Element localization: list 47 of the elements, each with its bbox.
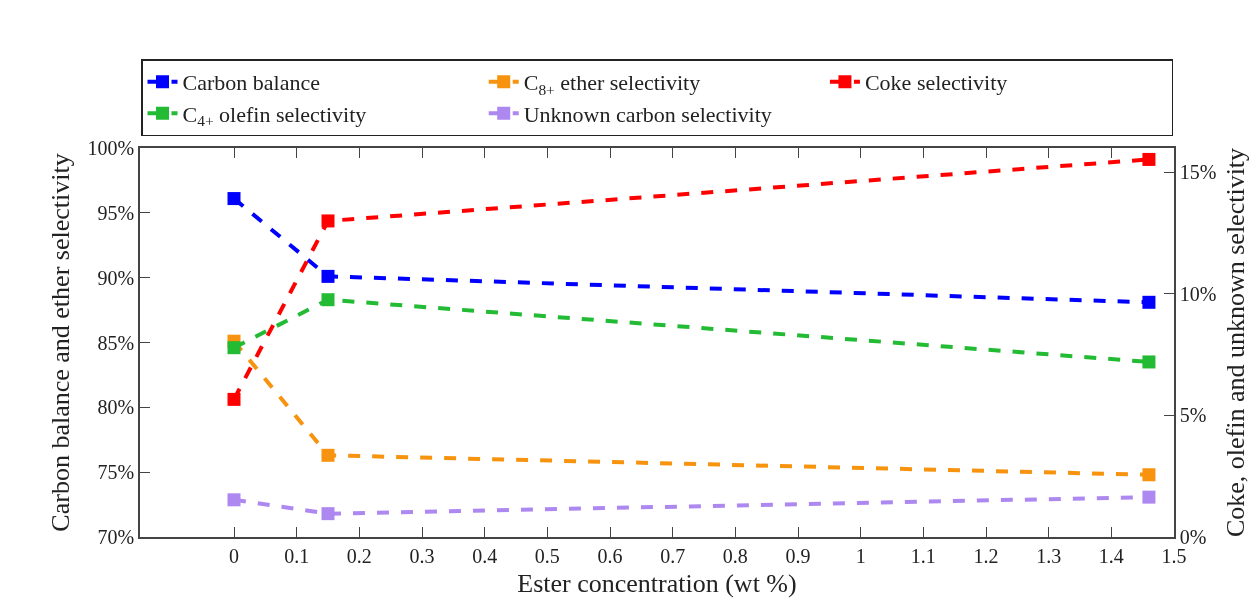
- x-tick-label: 0.5: [534, 544, 560, 567]
- x-tick-label: 1: [855, 544, 866, 567]
- y-tick-label: 70%: [97, 526, 135, 548]
- point: [1142, 490, 1156, 504]
- legend-label: Carbon balance: [182, 70, 320, 96]
- point: [321, 507, 335, 521]
- y-tick-label: 100%: [87, 137, 135, 159]
- legend-label: C$_{4+}$ olefin selectivity: [182, 101, 367, 130]
- y2-tick-label: 5%: [1179, 404, 1207, 427]
- legend-label: Unknown carbon selectivity: [523, 101, 772, 127]
- x-axis-title: Ester concentration (wt %): [517, 568, 797, 598]
- point: [321, 293, 335, 307]
- y2-tick-label: 15%: [1179, 161, 1217, 184]
- y-tick-label: 95%: [97, 201, 135, 224]
- point: [227, 341, 241, 355]
- y-tick-label: 90%: [97, 266, 135, 289]
- x-tick-label: 0.2: [346, 544, 372, 567]
- point: [321, 448, 335, 462]
- point: [1142, 355, 1156, 369]
- x-tick-label: 0: [229, 544, 239, 567]
- x-tick-label: 1.4: [1098, 544, 1124, 567]
- y-tick-label: 80%: [97, 396, 135, 419]
- point: [1142, 152, 1156, 166]
- x-tick-label: 0.4: [472, 544, 498, 567]
- y2-tick-label: 10%: [1179, 282, 1217, 305]
- x-tick-label: 0.9: [785, 544, 811, 567]
- legend-label: Coke selectivity: [864, 70, 1008, 96]
- point: [1142, 468, 1156, 482]
- x-tick-label: 1.3: [1036, 544, 1062, 567]
- y-tick-label: 75%: [97, 461, 135, 484]
- point: [227, 392, 241, 406]
- x-tick-label: 0.8: [722, 544, 748, 567]
- point: [321, 214, 335, 228]
- point: [227, 192, 241, 206]
- x-tick-label: 0.6: [597, 544, 623, 567]
- x-tick-label: 1.2: [973, 544, 999, 567]
- point: [227, 493, 241, 507]
- x-tick-label: 0.1: [284, 544, 310, 567]
- y-axis-title: Carbon balance and ether selectivity: [46, 153, 76, 532]
- x-tick-label: 0.7: [660, 544, 686, 567]
- x-tick-label: 1.1: [910, 544, 936, 567]
- legend-label: C$_{8+}$ ether selectivity: [523, 70, 701, 98]
- point: [1142, 295, 1156, 309]
- point: [321, 269, 335, 283]
- y2-axis-title: Coke, olefin and unknown selectivity: [1220, 147, 1250, 538]
- x-tick-label: 0.3: [409, 544, 435, 567]
- y-tick-label: 85%: [97, 331, 135, 354]
